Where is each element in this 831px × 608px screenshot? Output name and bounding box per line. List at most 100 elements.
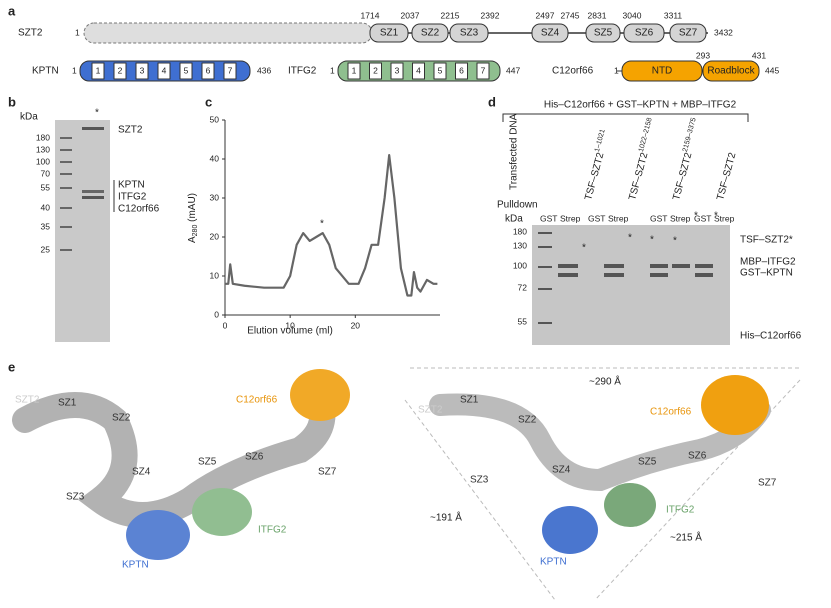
- domain: [585, 23, 621, 43]
- blade-number: 3: [140, 65, 145, 75]
- ladder-band: [60, 173, 72, 175]
- pulldown-type: GST: [694, 213, 711, 223]
- unit: kDa: [20, 112, 38, 123]
- structure-label: SZ4: [132, 467, 151, 478]
- residue: 2392: [481, 10, 500, 20]
- y-tick-label: 50: [210, 114, 220, 124]
- lane-name: TSF–SZT2: [671, 151, 694, 202]
- ladder-band: [538, 288, 552, 290]
- panel-label: d: [488, 94, 496, 109]
- band: [695, 273, 713, 277]
- marker: *: [714, 211, 718, 222]
- domain-label: SZ2: [421, 28, 440, 39]
- band-label: MBP–ITFG2: [740, 257, 796, 268]
- ladder-label: 180: [36, 132, 50, 142]
- panel-label: b: [8, 94, 16, 109]
- blade: [113, 62, 127, 80]
- structure-label: KPTN: [122, 560, 149, 571]
- x-tick-label: 20: [351, 320, 361, 330]
- marker: *: [582, 243, 586, 254]
- map-left: [12, 369, 350, 560]
- dimension: ~290 Å: [589, 375, 621, 388]
- residue: 447: [506, 65, 520, 75]
- blade-number: 7: [481, 65, 486, 75]
- panel-label: e: [8, 359, 15, 374]
- structure-label: SZ5: [638, 457, 657, 468]
- pulldown-type: Strep: [608, 213, 629, 223]
- band: [604, 273, 624, 277]
- ladder-label: 25: [41, 244, 51, 254]
- domain-label: SZ1: [380, 28, 399, 39]
- band-label: His–C12orf66: [740, 331, 802, 342]
- x-axis-label: Elution volume (ml): [247, 326, 333, 337]
- ntd-domain: [621, 60, 703, 82]
- band: [82, 196, 104, 199]
- dimension: ~191 Å: [430, 511, 462, 524]
- szt2-density: [12, 387, 336, 528]
- structure-label: SZ2: [518, 415, 537, 426]
- structure-label: SZT2: [418, 405, 443, 416]
- ladder-band: [60, 249, 72, 251]
- residue: 3432: [714, 27, 733, 37]
- ladder-label: 130: [36, 144, 50, 154]
- lane-name: TSF–SZT2: [627, 151, 650, 202]
- y-label-unit: (mAU): [187, 193, 198, 225]
- y-label-sub: 280: [192, 225, 199, 237]
- domain: [449, 23, 489, 43]
- blade-number: 1: [352, 65, 357, 75]
- blade-number: 5: [184, 65, 189, 75]
- x-tick-label: 0: [223, 320, 228, 330]
- protein-name: SZT2: [18, 28, 43, 39]
- band: [695, 264, 713, 268]
- domain: [669, 23, 707, 43]
- blade: [369, 62, 382, 80]
- structure-label: SZT2: [15, 395, 40, 406]
- domain: [369, 23, 409, 43]
- gel-b: kDa * SZT2 KPTN ITFG2 C12orf66: [20, 108, 160, 342]
- szt2-model: [429, 393, 771, 492]
- band: [604, 264, 624, 268]
- lane-label: TSF–SZT21–1021: [581, 128, 612, 201]
- structure-label: KPTN: [540, 557, 567, 568]
- lane-range: 2159–3375: [682, 117, 698, 153]
- band: [672, 264, 690, 268]
- domain-label: NTD: [652, 66, 673, 77]
- marker: *: [628, 233, 632, 244]
- domain-label: SZ5: [594, 28, 613, 39]
- blade: [433, 62, 447, 80]
- structure-label: SZ3: [66, 492, 85, 503]
- gel: [55, 120, 110, 342]
- residue: 2037: [401, 10, 420, 20]
- lane-range: 1–1021: [594, 128, 607, 152]
- label: Transfected DNA: [509, 113, 520, 190]
- structure-label: SZ6: [688, 451, 707, 462]
- dimension: ~215 Å: [670, 531, 702, 544]
- y-tick-label: 30: [210, 192, 220, 202]
- ladder-band: [60, 187, 72, 189]
- residue: 3040: [623, 10, 642, 20]
- y-tick-label: 20: [210, 231, 220, 241]
- band: [82, 190, 104, 193]
- blade: [179, 62, 193, 80]
- structure-label: SZ7: [758, 478, 777, 489]
- structure-label: SZ2: [112, 413, 131, 424]
- ladder-label: 55: [41, 182, 51, 192]
- y-axis-label: A280 (mAU): [187, 193, 199, 243]
- band: [650, 273, 668, 277]
- roadblock-domain: [702, 60, 760, 82]
- ladder-band: [538, 266, 552, 268]
- domain-label: SZ7: [679, 28, 698, 39]
- blade: [201, 62, 215, 80]
- marker: *: [673, 236, 677, 247]
- residue: 1: [614, 65, 619, 75]
- panel-label: c: [205, 94, 212, 109]
- ladder-label: 100: [513, 260, 527, 270]
- c12orf66-density: [290, 369, 350, 421]
- pulldown-type: Strep: [670, 213, 691, 223]
- marker: *: [694, 211, 698, 222]
- domain: [623, 23, 665, 43]
- trace: [225, 154, 438, 297]
- blade-number: 1: [96, 65, 101, 75]
- lane-label: TSF–SZT2: [715, 151, 738, 202]
- model-right: [404, 367, 801, 601]
